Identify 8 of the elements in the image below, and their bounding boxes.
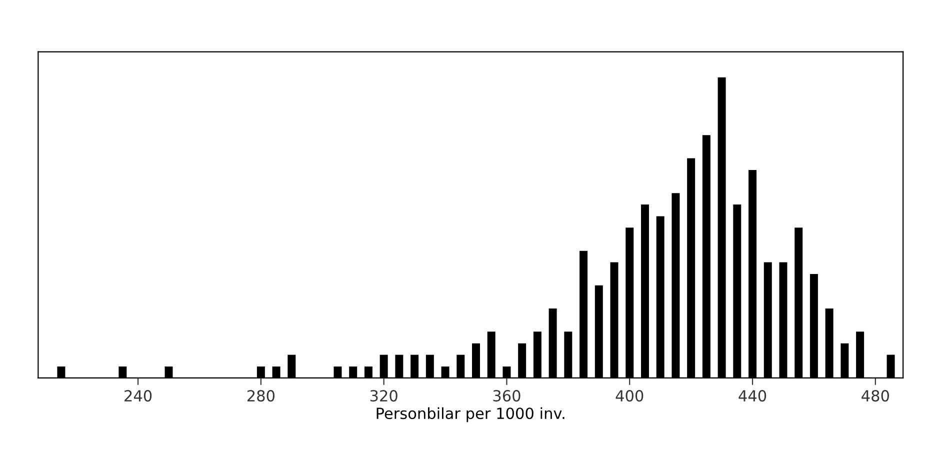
- x-axis-title: Personbilar per 1000 inv.: [376, 407, 564, 422]
- x-tick-label: 280: [247, 390, 274, 402]
- x-tick-label: 400: [616, 390, 644, 402]
- x-tick-label: 440: [738, 390, 766, 402]
- x-tick-label: 480: [862, 390, 889, 402]
- x-tick-label: 320: [370, 390, 398, 402]
- x-tick-label: 240: [124, 390, 152, 402]
- x-tick-label: 360: [493, 390, 520, 402]
